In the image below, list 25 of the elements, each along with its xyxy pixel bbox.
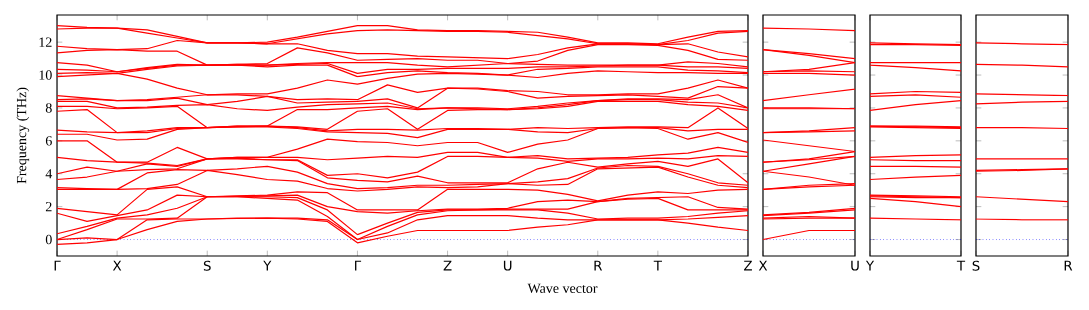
x-tick-label: Γ [54, 260, 61, 271]
x-tick-label: R [1064, 260, 1073, 271]
y-tick-label: 10 [39, 70, 52, 80]
y-tick-label: 12 [39, 37, 52, 47]
y-tick-label: 2 [45, 202, 52, 212]
x-tick-label: T [956, 260, 966, 271]
y-tick-label: 0 [45, 234, 52, 245]
x-tick-label: U [503, 260, 512, 271]
x-tick-label: Y [263, 260, 272, 271]
x-tick-label: S [203, 260, 211, 271]
x-tick-label: R [594, 260, 603, 271]
x-tick-label: S [972, 260, 980, 271]
x-tick-label: X [112, 260, 122, 271]
x-tick-label: Γ [355, 260, 362, 271]
x-tick-label: Z [744, 260, 752, 271]
y-tick-label: 4 [45, 169, 53, 179]
x-tick-label: U [851, 260, 859, 271]
x-tick-label: Y [865, 260, 875, 271]
x-axis-title: Wave vector [527, 283, 598, 294]
y-tick-label: 6 [45, 136, 52, 146]
x-tick-label: T [653, 260, 662, 271]
y-tick-label: 8 [45, 103, 52, 113]
x-tick-label: Z [443, 260, 452, 271]
x-tick-label: X [758, 260, 768, 271]
y-axis-title: Frequency (THz) [16, 87, 30, 184]
